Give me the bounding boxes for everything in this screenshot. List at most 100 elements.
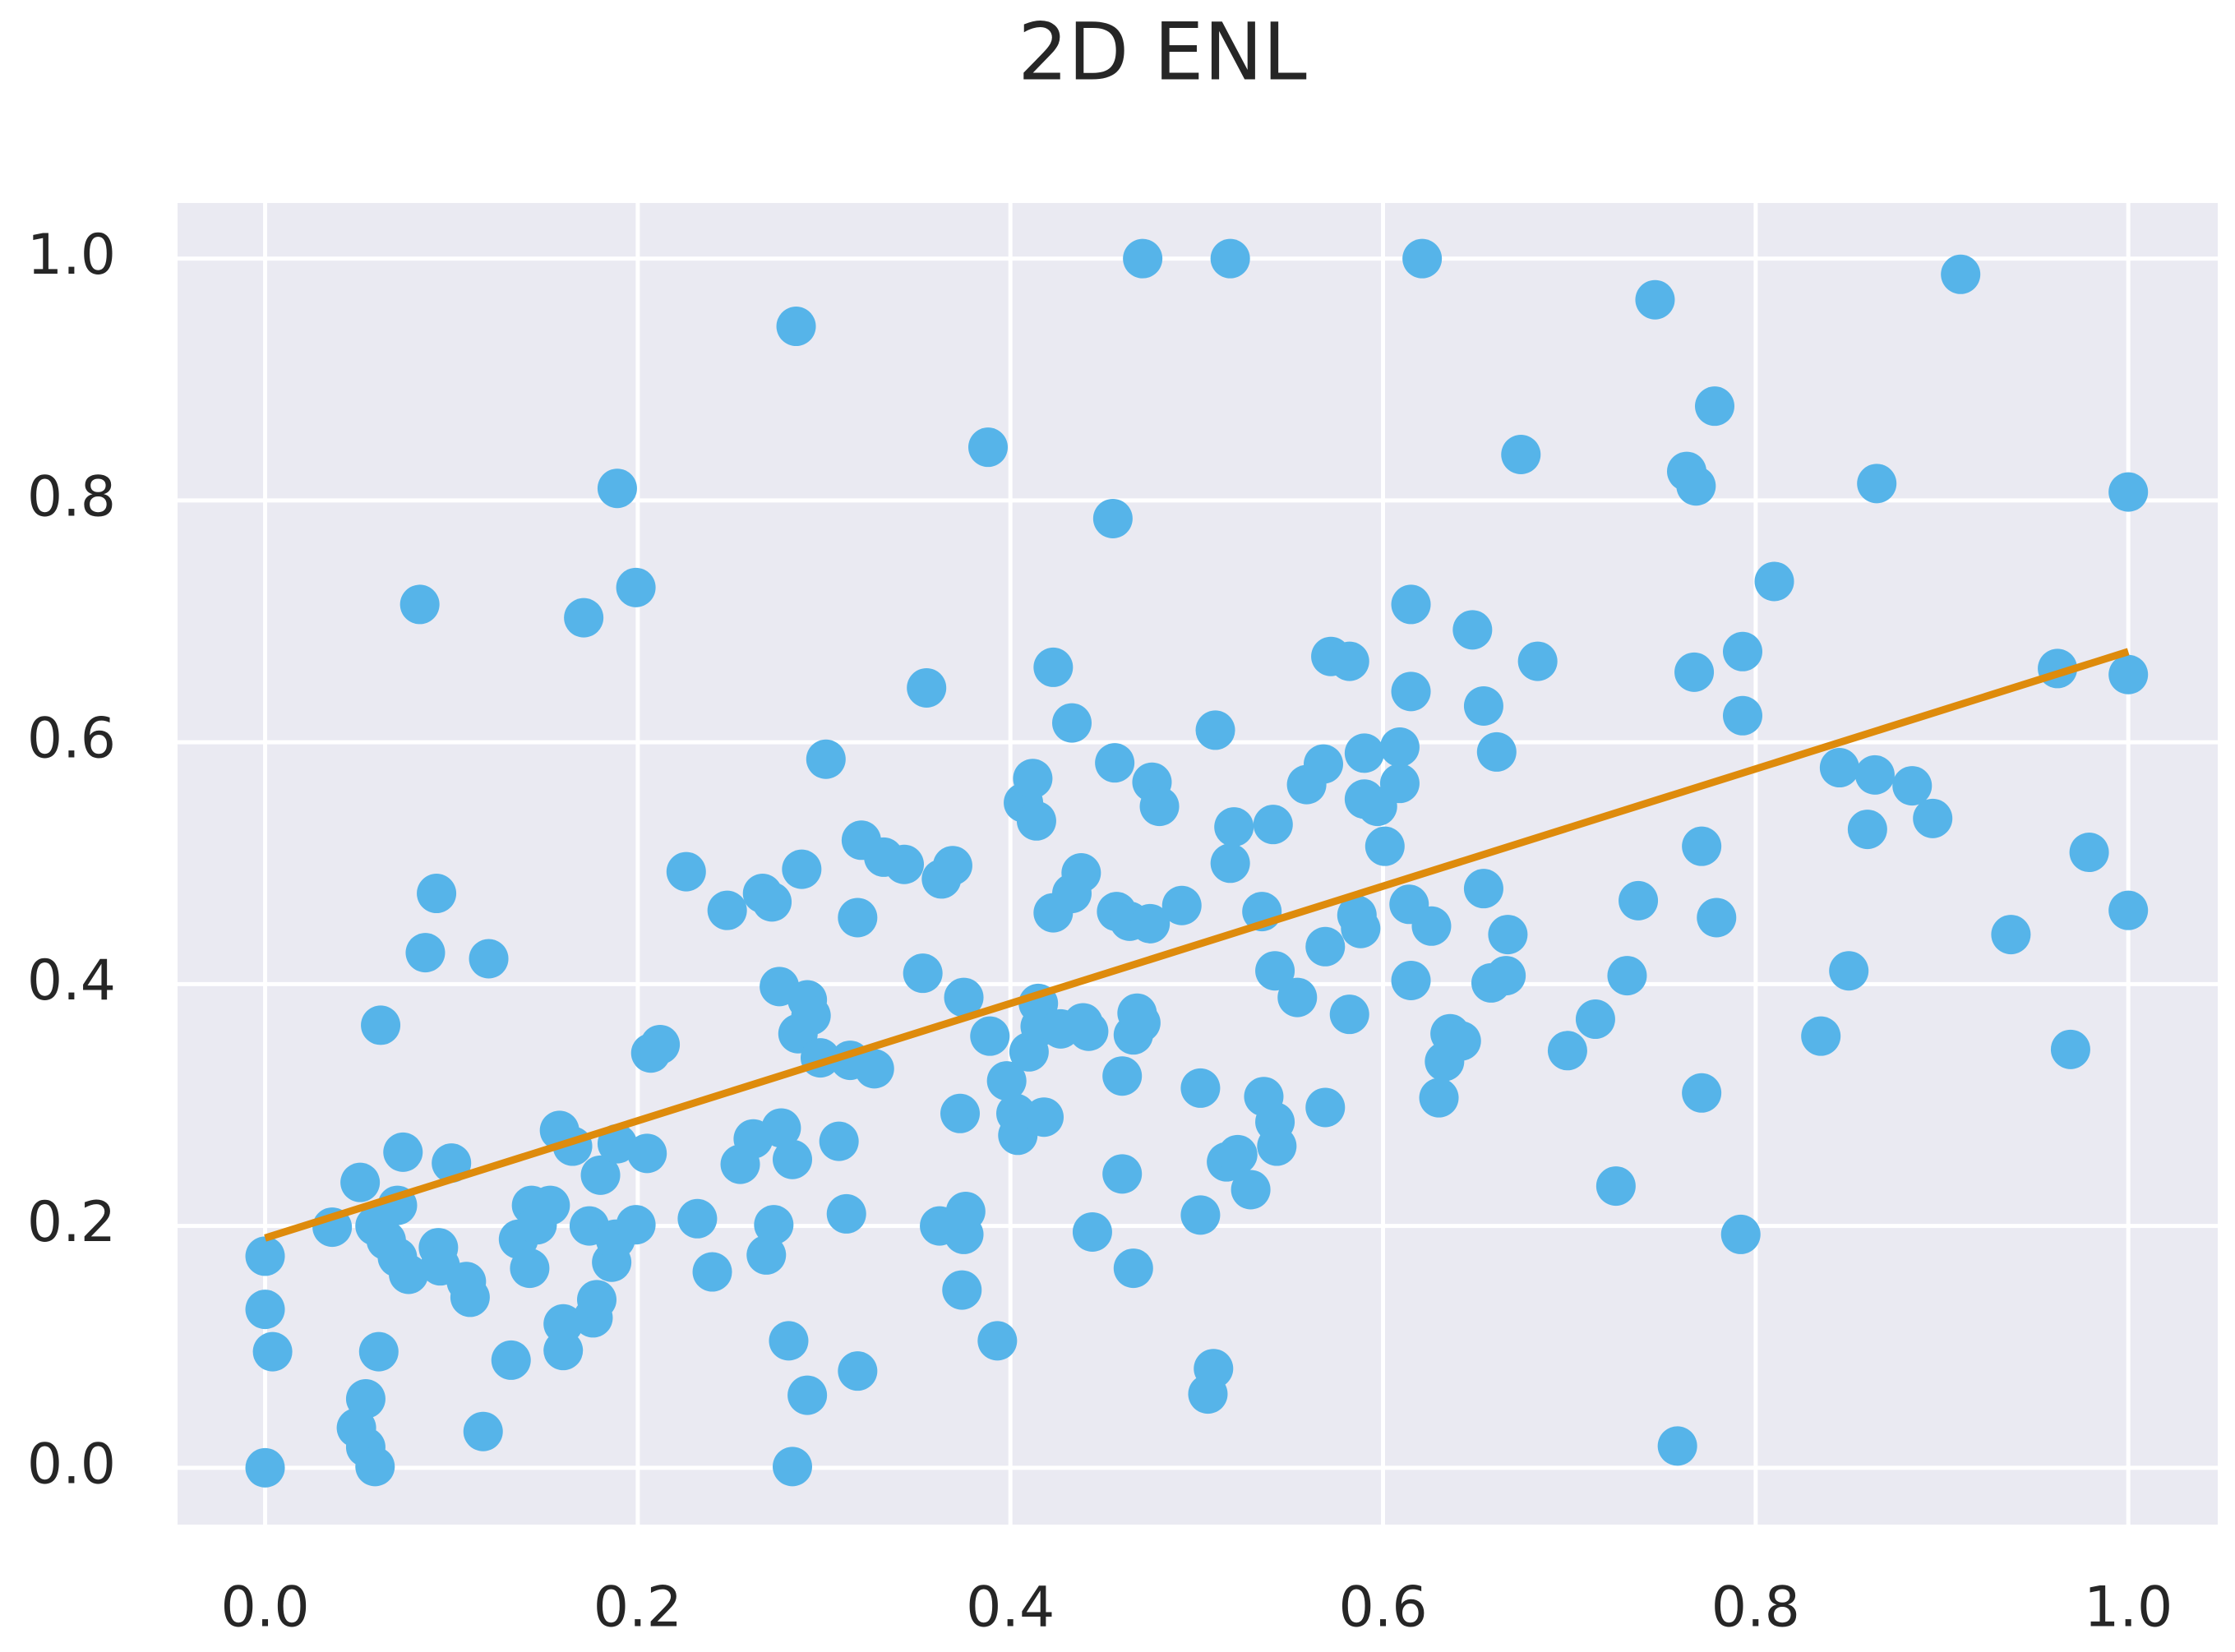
point: [564, 598, 604, 638]
point: [2050, 1029, 2090, 1069]
point: [1575, 999, 1615, 1040]
point: [1217, 1134, 1258, 1174]
point: [627, 1133, 667, 1174]
point: [640, 1024, 681, 1064]
point: [2108, 890, 2149, 930]
x-tick-label: 0.0: [220, 1576, 309, 1640]
y-tick-label: 1.0: [27, 223, 116, 288]
point: [1829, 951, 1869, 991]
point: [1854, 754, 1895, 795]
point: [903, 953, 943, 994]
point: [773, 1447, 812, 1487]
point: [968, 427, 1008, 468]
y-tick-label: 0.2: [27, 1190, 116, 1255]
point: [806, 739, 846, 779]
point: [666, 851, 706, 892]
point: [491, 1340, 531, 1380]
point: [463, 1411, 503, 1451]
point: [1113, 1248, 1153, 1289]
point: [1052, 703, 1092, 743]
point: [1391, 960, 1431, 1000]
point: [1379, 764, 1420, 804]
point: [2108, 472, 2149, 512]
point: [1102, 1154, 1143, 1194]
point: [945, 1191, 986, 1231]
point: [1329, 994, 1369, 1035]
point: [746, 1234, 787, 1275]
point: [907, 667, 947, 708]
point: [1072, 1211, 1112, 1252]
point: [1092, 498, 1133, 538]
y-tick-label: 0.8: [27, 464, 116, 529]
point: [1720, 1214, 1761, 1254]
point: [417, 874, 457, 914]
point: [1102, 1056, 1143, 1096]
point: [1411, 906, 1452, 946]
point: [1441, 1021, 1481, 1061]
point: [787, 1375, 828, 1415]
point: [1607, 956, 1647, 996]
point: [1231, 1170, 1271, 1210]
point: [1180, 1068, 1221, 1108]
point: [1517, 641, 1558, 681]
point: [245, 1447, 285, 1488]
point: [1277, 977, 1318, 1018]
point: [1139, 787, 1180, 827]
point: [1674, 652, 1715, 692]
point: [773, 1139, 812, 1179]
point: [1305, 1087, 1346, 1128]
point: [1723, 695, 1762, 736]
point: [1857, 464, 1897, 504]
point: [1255, 951, 1295, 991]
point: [1991, 915, 2031, 955]
point: [1095, 743, 1135, 783]
point: [1801, 1016, 1841, 1056]
point: [1913, 798, 1953, 838]
point: [1379, 727, 1420, 768]
point: [1180, 1195, 1221, 1235]
point: [754, 1205, 794, 1245]
point: [1257, 1126, 1297, 1166]
point: [782, 849, 822, 889]
point: [1210, 238, 1250, 279]
point: [752, 882, 792, 922]
point: [245, 1236, 285, 1276]
point: [1013, 759, 1053, 799]
point: [450, 1277, 490, 1317]
point: [944, 977, 984, 1018]
point: [1941, 254, 1981, 294]
x-tick-label: 0.4: [966, 1576, 1055, 1640]
point: [692, 1252, 732, 1292]
point: [1476, 731, 1517, 772]
plot-background: [178, 203, 2218, 1525]
point: [1341, 908, 1381, 948]
point: [1595, 1166, 1636, 1207]
point: [252, 1331, 293, 1372]
point: [1329, 641, 1369, 681]
point: [1892, 766, 1933, 806]
point: [677, 1198, 718, 1239]
point: [530, 1185, 570, 1225]
point: [597, 468, 637, 509]
point: [1391, 584, 1431, 625]
point: [1419, 1077, 1459, 1118]
point: [1501, 435, 1541, 475]
point: [838, 1351, 878, 1391]
point: [1123, 238, 1163, 279]
point: [358, 1331, 399, 1372]
point: [1130, 903, 1171, 944]
point: [1463, 686, 1503, 727]
point: [1619, 880, 1659, 921]
point: [577, 1280, 616, 1320]
point: [1635, 279, 1675, 320]
point: [1024, 1097, 1064, 1137]
point: [1305, 926, 1346, 967]
point: [1847, 810, 1887, 850]
point: [1016, 801, 1056, 841]
point: [791, 995, 831, 1036]
point: [469, 939, 509, 979]
point: [2108, 654, 2149, 694]
point: [1452, 610, 1493, 650]
point: [1402, 238, 1443, 279]
